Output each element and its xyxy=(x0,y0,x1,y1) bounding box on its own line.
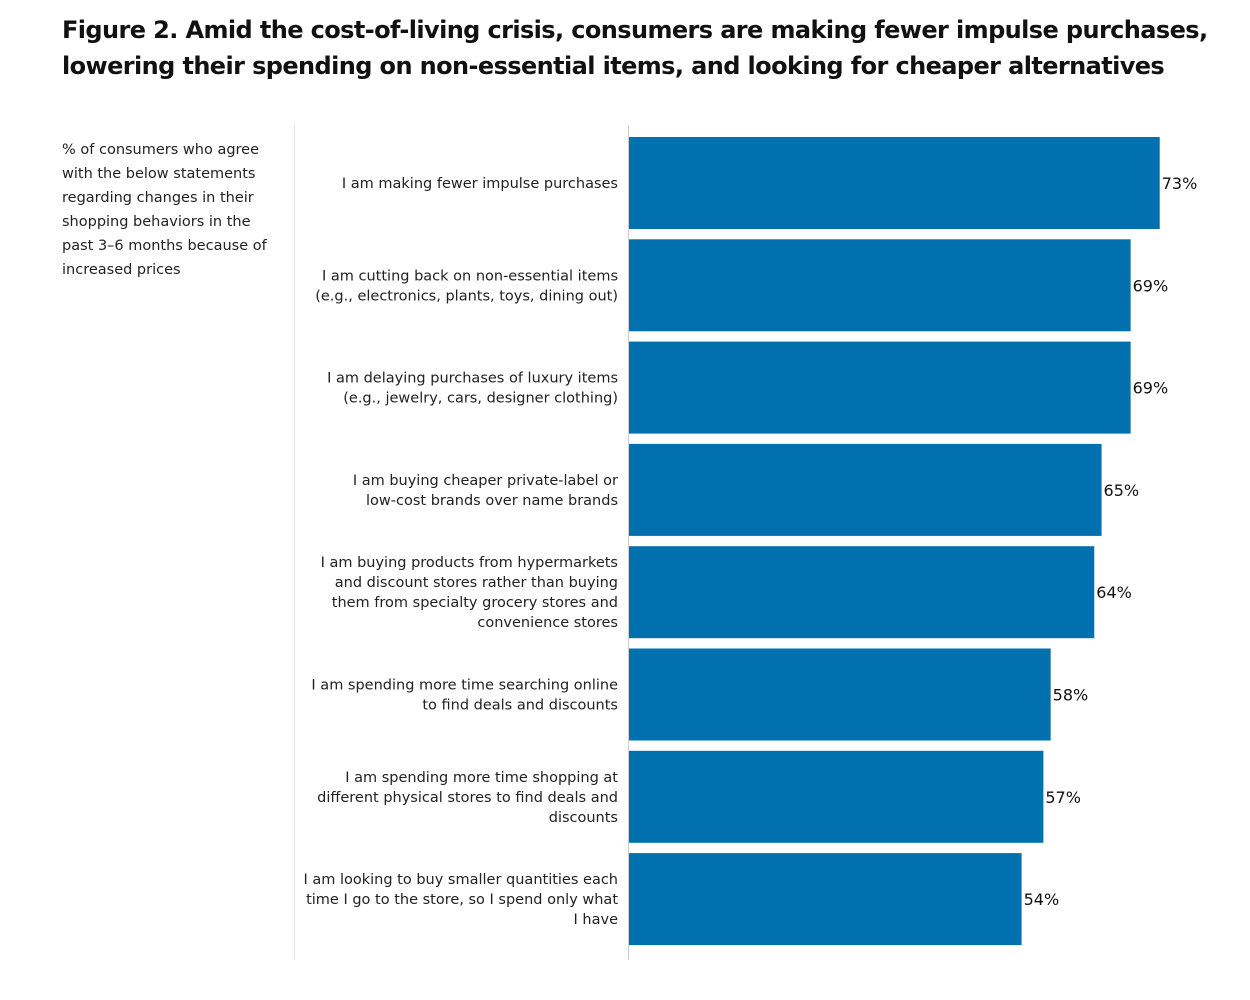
category-label-3: I am delaying purchases of luxury items(… xyxy=(327,371,618,407)
chart-subtitle: % of consumers who agree with the below … xyxy=(62,142,267,278)
category-label-4: I am buying cheaper private-label or low-… xyxy=(353,473,618,509)
category-label-6: I am spending more time searching online… xyxy=(311,678,618,714)
value-label-3: 69% xyxy=(1133,379,1169,398)
value-label-6: 58% xyxy=(1053,686,1089,705)
value-label-5: 64% xyxy=(1096,583,1132,602)
bar-3 xyxy=(629,341,1131,434)
category-label-8: I am looking to buy smaller quantities e… xyxy=(303,872,618,928)
chart-title: Figure 2. Amid the cost-of-living crisis… xyxy=(62,16,1208,80)
value-label-4: 65% xyxy=(1104,481,1140,500)
bar-5 xyxy=(629,546,1095,639)
bar-6 xyxy=(629,648,1051,741)
category-label-1: I am making fewer impulse purchases xyxy=(342,176,618,192)
category-label-2: I am cutting back on non-essential items… xyxy=(315,268,618,304)
bars-layer: 73% I am making fewer impulse purchases 69… xyxy=(303,137,1198,946)
category-label-5: I am buying products from hypermarkets an… xyxy=(321,555,618,631)
bar-7 xyxy=(629,750,1044,843)
bar-4 xyxy=(629,443,1102,536)
bar-1 xyxy=(629,137,1160,229)
category-label-7: I am spending more time shopping at diffe… xyxy=(317,770,618,826)
value-label-7: 57% xyxy=(1045,788,1081,807)
value-label-2: 69% xyxy=(1133,276,1169,295)
bar-2 xyxy=(629,239,1131,332)
bar-8 xyxy=(629,853,1022,946)
value-label-1: 73% xyxy=(1162,174,1198,193)
value-label-8: 54% xyxy=(1024,890,1060,909)
